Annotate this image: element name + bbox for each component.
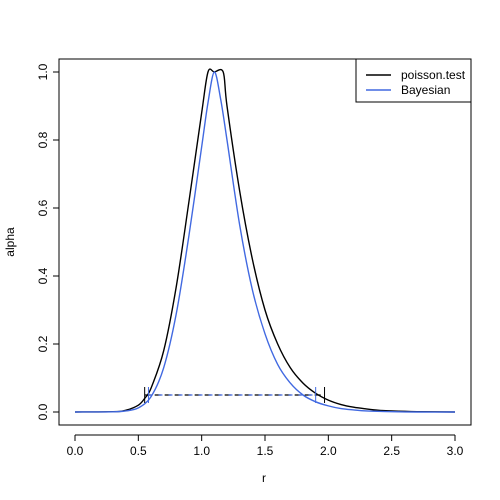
x-tick-label: 2.5: [383, 444, 400, 458]
x-axis: 0.0 0.5 1.0 1.5 2.0 2.5 3.0: [67, 434, 464, 458]
legend: poisson.test Bayesian: [355, 58, 472, 103]
legend-label-poisson-test: poisson.test: [401, 68, 466, 82]
x-tick-label: 0.5: [130, 444, 147, 458]
legend-box: [355, 58, 472, 103]
y-tick-label: 0.0: [36, 403, 50, 420]
x-axis-title: r: [262, 471, 266, 485]
series-layer: [74, 68, 456, 413]
y-tick-label: 0.2: [36, 335, 50, 352]
series-line-poisson-test: [74, 68, 456, 413]
x-tick-label: 3.0: [447, 444, 464, 458]
y-tick-label: 0.4: [36, 267, 50, 284]
x-tick-label: 2.0: [320, 444, 337, 458]
y-axis: 0.0 0.2 0.4 0.6 0.8 1.0: [36, 63, 60, 420]
y-tick-label: 1.0: [36, 63, 50, 80]
y-tick-label: 0.8: [36, 131, 50, 148]
y-axis-title: alpha: [3, 227, 17, 257]
x-tick-label: 1.0: [193, 444, 210, 458]
series-line-bayesian: [74, 71, 456, 413]
interval-layer: [144, 387, 326, 403]
plot-frame: [58, 58, 472, 426]
x-tick-label: 0.0: [67, 444, 84, 458]
y-tick-label: 0.6: [36, 199, 50, 216]
x-tick-label: 1.5: [257, 444, 274, 458]
legend-label-bayesian: Bayesian: [401, 83, 450, 97]
